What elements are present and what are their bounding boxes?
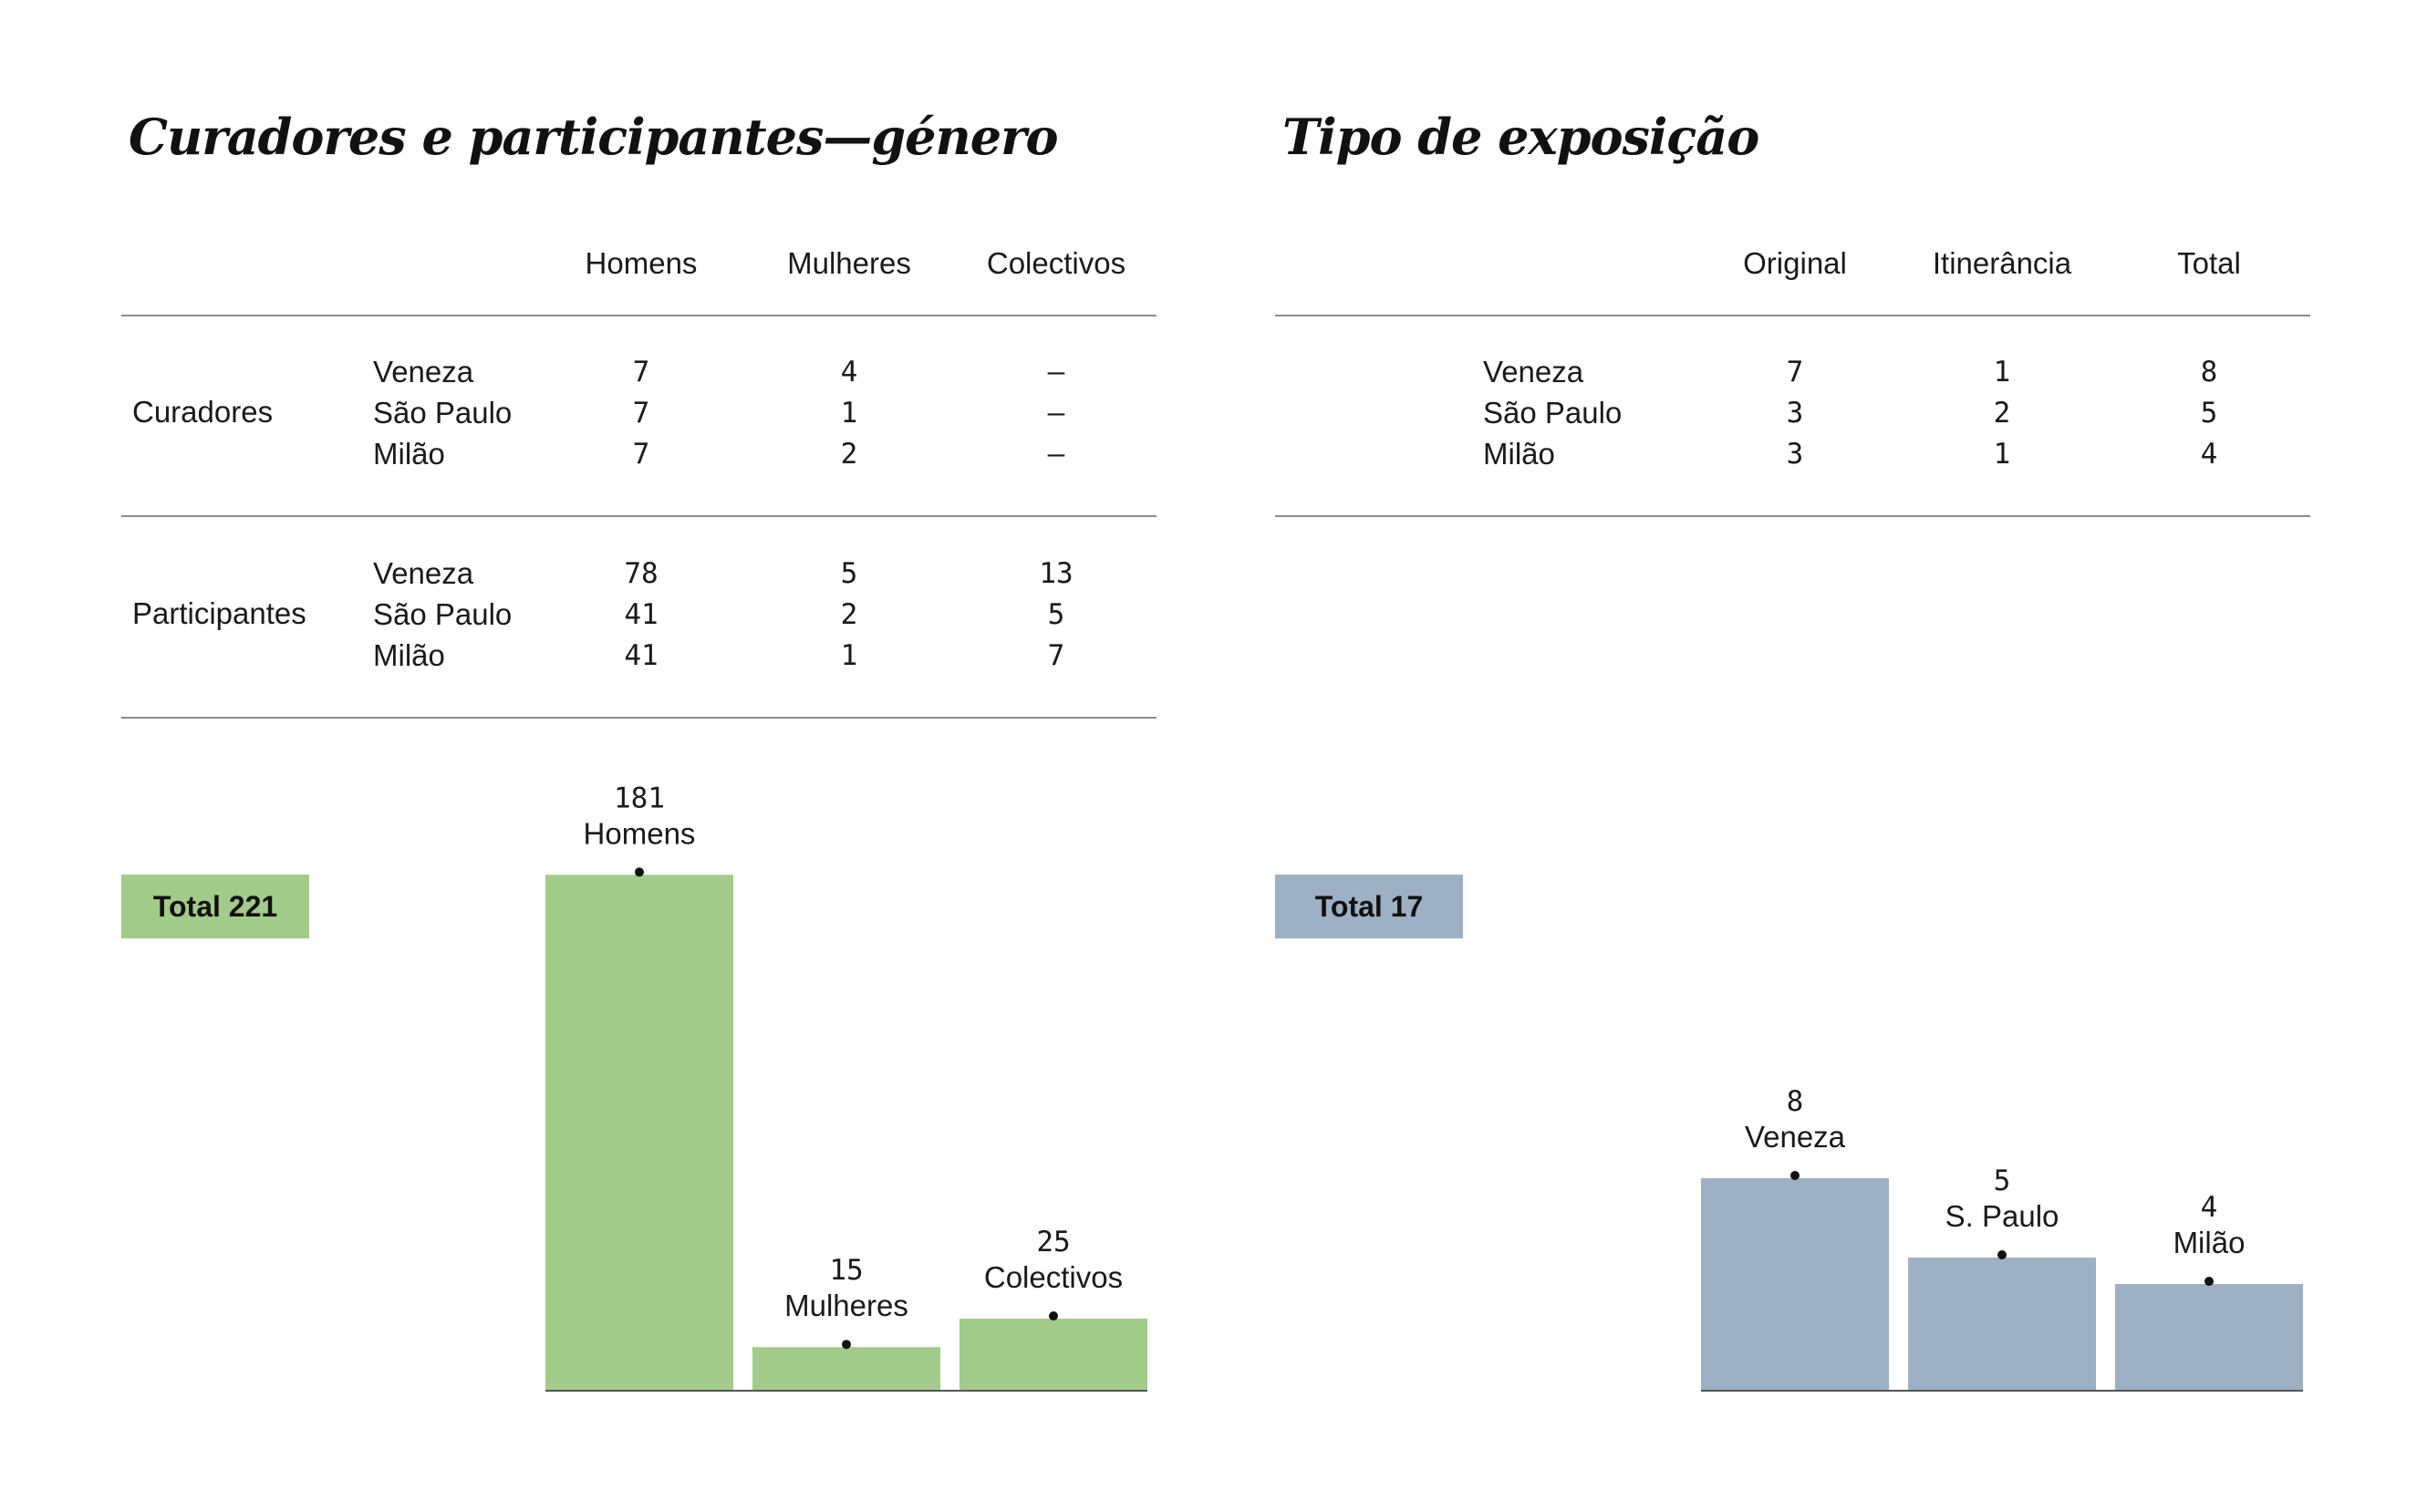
group-label-curadores: Curadores	[132, 395, 274, 429]
bar-value-label: 5	[1994, 1165, 2011, 1197]
bar-homens	[545, 875, 733, 1390]
bar-category-label: S. Paulo	[1945, 1199, 2059, 1233]
bar-value-label: 181	[614, 782, 665, 814]
row-city: Milão	[373, 638, 445, 672]
table-cell: 7	[632, 438, 650, 471]
row-city: Veneza	[373, 355, 474, 388]
table-cell: —	[1047, 356, 1065, 388]
gender-panel: Curadores e participantes—género Homens …	[121, 0, 1161, 1512]
table-cell: 2	[840, 598, 858, 631]
table-cell: 1	[840, 639, 858, 672]
exhibition-type-panel-title: Tipo de exposição	[1282, 108, 1759, 166]
gender-panel-title: Curadores e participantes—género	[129, 108, 1059, 166]
table-divider	[121, 717, 1157, 719]
row-city: Veneza	[1483, 355, 1584, 388]
total-badge: Total 221	[121, 875, 309, 938]
table-cell: 2	[840, 438, 858, 471]
table-divider	[121, 515, 1157, 517]
table-cell: 7	[632, 356, 650, 388]
column-header-itinerancia: Itinerância	[1932, 246, 2072, 280]
table-cell: 13	[1039, 557, 1074, 590]
table-cell: 3	[1786, 438, 1804, 471]
table-cell: 41	[624, 639, 659, 672]
table-cell: 7	[1047, 639, 1065, 672]
bar-s-paulo	[1908, 1258, 2096, 1390]
table-cell: 5	[840, 557, 858, 590]
bar-marker-dot	[635, 867, 644, 877]
bar-value-label: 15	[829, 1254, 863, 1287]
column-header-mulheres: Mulheres	[787, 246, 911, 280]
bar-value-label: 4	[2201, 1191, 2218, 1224]
table-divider	[121, 315, 1157, 316]
column-header-colectivos: Colectivos	[986, 246, 1126, 280]
table-cell: 7	[1786, 356, 1804, 388]
bar-mil-o	[2115, 1284, 2303, 1390]
row-city: Veneza	[373, 556, 474, 590]
bar-value-label: 25	[1036, 1226, 1070, 1258]
table-cell: 2	[1993, 397, 2011, 430]
column-header-original: Original	[1743, 246, 1847, 280]
exhibition-type-panel: Tipo de exposição Original Itinerância T…	[1275, 0, 2315, 1512]
row-city: São Paulo	[373, 396, 513, 430]
row-city: Milão	[373, 437, 445, 471]
table-cell: 41	[624, 598, 659, 631]
table-cell: 1	[840, 397, 858, 430]
table-cell: 1	[1993, 438, 2011, 471]
bar-marker-dot	[1049, 1311, 1058, 1320]
table-cell: —	[1047, 438, 1065, 471]
table-cell: 3	[1786, 397, 1804, 430]
table-divider	[1275, 515, 2310, 517]
table-cell: 5	[2200, 397, 2218, 430]
row-city: São Paulo	[1483, 396, 1623, 430]
bar-colectivos	[960, 1319, 1147, 1390]
bar-marker-dot	[2204, 1277, 2214, 1286]
bar-marker-dot	[1790, 1171, 1800, 1180]
table-cell: 4	[2200, 438, 2218, 471]
total-badge: Total 17	[1275, 875, 1463, 938]
column-header-homens: Homens	[585, 246, 698, 280]
bar-category-label: Homens	[584, 816, 696, 850]
bar-category-label: Mulheres	[784, 1289, 908, 1322]
table-cell: 5	[1047, 598, 1065, 631]
column-header-total: Total	[2177, 246, 2241, 280]
bar-marker-dot	[842, 1340, 851, 1350]
table-cell: 78	[624, 557, 659, 590]
table-cell: 8	[2200, 356, 2218, 388]
row-city: Milão	[1483, 437, 1555, 471]
table-cell: 7	[632, 397, 650, 430]
bar-marker-dot	[1997, 1250, 2007, 1259]
bar-category-label: Veneza	[1745, 1120, 1846, 1154]
table-cell: —	[1047, 397, 1065, 430]
table-divider	[1275, 315, 2310, 316]
group-label-participantes: Participantes	[132, 596, 306, 630]
bar-category-label: Colectivos	[984, 1260, 1123, 1294]
bar-value-label: 8	[1787, 1085, 1804, 1118]
bar-category-label: Milão	[2173, 1226, 2246, 1259]
table-cell: 4	[840, 356, 858, 388]
row-city: São Paulo	[373, 597, 513, 631]
bar-veneza	[1701, 1178, 1889, 1390]
bar-mulheres	[752, 1347, 940, 1390]
table-cell: 1	[1993, 356, 2011, 388]
